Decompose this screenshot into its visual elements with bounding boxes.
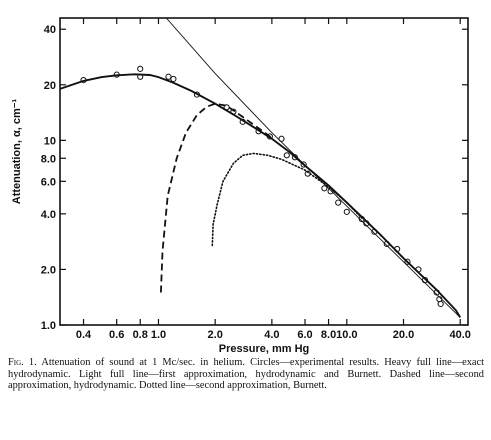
x-tick-label: 1.0 [151,329,166,341]
x-tick-label: 10.0 [336,329,357,341]
x-tick-label: 40.0 [449,329,470,341]
y-tick-label: 2.0 [41,264,56,276]
x-tick-label: 6.0 [297,329,312,341]
x-tick-label: 2.0 [208,329,223,341]
y-axis-label: Attenuation, α, cm⁻¹ [11,98,23,204]
y-tick-label: 1.0 [41,320,56,332]
attenuation-chart: 0.4 0.6 0.8 1.0 2.0 4.0 6.0 8.0 10.0 20.0 40.01.02… [11,17,471,355]
x-tick-label: 0.6 [109,329,124,341]
series-line-light-solid [165,18,461,318]
plot-layer: 0.4 0.6 0.8 1.0 2.0 4.0 6.0 8.0 10.0 20.0 40.01.02… [41,17,471,341]
caption-label: Fig. 1. [8,357,37,368]
series-line-heavy-solid [60,73,462,318]
y-tick-label: 8.0 [41,153,56,165]
plot-frame [59,17,469,326]
data-point-circle [170,75,177,83]
data-point-circle [437,300,444,308]
data-point-circle [278,135,285,142]
x-axis-label: Pressure, mm Hg [219,343,309,355]
figure-caption: Fig. 1. Attenuation of sound at 1 Mc/sec… [8,357,484,392]
series-line-dotted [211,152,363,247]
y-tick-label: 10 [44,135,56,147]
series-line-dashed [160,102,273,293]
data-point-circle [283,152,290,159]
y-tick-label: 6.0 [41,176,56,188]
data-point-circle [165,73,172,80]
caption-text: Attenuation of sound at 1 Mc/sec. in hel… [8,357,485,391]
x-tick-label: 8.0 [321,329,336,341]
y-tick-label: 20 [44,80,56,92]
x-tick-label: 0.4 [76,329,92,341]
data-point-circle [137,65,144,72]
data-point-circle [343,208,350,215]
x-tick-label: 4.0 [264,329,279,341]
x-tick-label: 0.8 [133,329,148,341]
y-tick-label: 4.0 [41,209,56,221]
data-point-circle [321,185,328,192]
y-tick-label: 40 [44,24,56,36]
x-tick-label: 20.0 [393,329,414,341]
data-point-circle [335,199,342,206]
